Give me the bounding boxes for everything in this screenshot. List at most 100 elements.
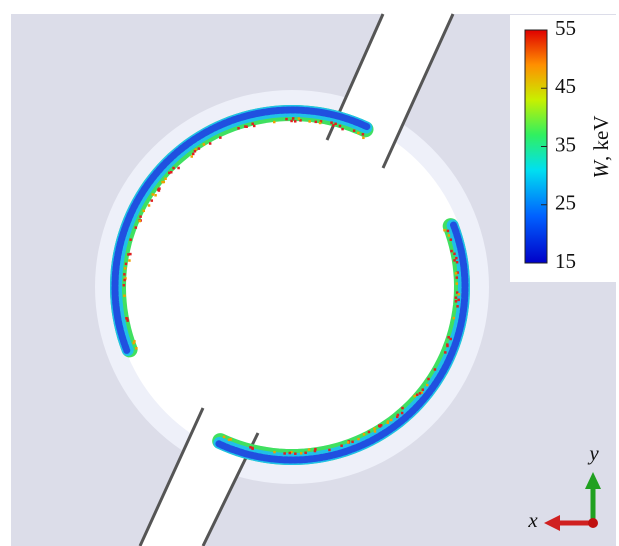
beam-dot	[208, 142, 212, 145]
y-axis-label: y	[587, 441, 599, 465]
beam-dot	[193, 150, 197, 153]
beam-dot	[357, 437, 360, 441]
beam-dot	[125, 317, 128, 320]
beam-dot	[338, 124, 342, 128]
beam-dot	[285, 117, 288, 121]
beam-dot	[373, 430, 377, 433]
beam-dot	[314, 447, 317, 451]
beam-dot	[273, 450, 276, 454]
beam-dot	[154, 194, 157, 197]
slot-edge	[381, 13, 455, 169]
beam-dot	[124, 277, 127, 280]
beam-core	[111, 106, 371, 354]
beam-dot	[340, 444, 343, 447]
beam-dot	[124, 262, 128, 266]
beam-dot	[318, 121, 322, 125]
beam-dot	[172, 166, 175, 170]
beam-dot	[169, 170, 173, 174]
beam-dot	[290, 451, 293, 454]
beam-dot	[449, 238, 453, 241]
beam-dot	[379, 424, 383, 427]
beam-dot	[455, 256, 458, 260]
beam-dot	[304, 451, 307, 455]
beam-dot	[123, 273, 126, 276]
colorbar-tick-label: 45	[555, 74, 576, 98]
slot-edge	[138, 407, 205, 546]
beam-dot	[328, 448, 331, 452]
beam-dot	[147, 204, 151, 207]
beam-dot	[122, 283, 126, 287]
beam-dot	[229, 438, 232, 441]
beam-dot	[283, 452, 286, 455]
beam-dot	[400, 411, 404, 415]
colorbar-ticks: 15 25 35 45 55	[541, 16, 576, 273]
beam-dot	[192, 152, 195, 156]
beam-dot	[307, 448, 311, 451]
beam-dot	[373, 427, 376, 430]
beam-dot	[386, 420, 390, 423]
beam-dot	[453, 259, 456, 262]
origin	[588, 518, 598, 528]
beam-dot	[452, 316, 456, 320]
beam-dot	[293, 120, 297, 123]
beam-dot	[395, 415, 399, 419]
beam-dot	[455, 291, 459, 294]
beam-dot	[252, 124, 256, 128]
beam-dot	[151, 193, 155, 196]
beam-dot	[123, 294, 126, 297]
beam-dot	[389, 418, 393, 422]
beam-dot	[222, 435, 226, 439]
x-axis-label: x	[527, 508, 538, 532]
beam-dot	[415, 393, 419, 397]
chamber	[114, 109, 470, 465]
beam-dot	[453, 252, 456, 256]
beam-dot	[139, 215, 142, 218]
beam-dot	[177, 166, 180, 170]
beam-dot	[272, 120, 276, 124]
beam-dot	[446, 343, 449, 346]
beam-dot	[357, 131, 360, 135]
beam-dot	[346, 441, 350, 444]
beam-dot	[251, 122, 254, 126]
beam-dot	[134, 226, 138, 229]
beam-dot	[133, 340, 136, 343]
beam-dot	[237, 127, 240, 130]
beam-dot	[123, 267, 127, 270]
beam-dot	[420, 391, 423, 394]
beam-dot	[308, 120, 311, 123]
beam-dot	[433, 368, 437, 371]
beam-core	[215, 221, 469, 464]
beam-dot	[454, 300, 458, 303]
beam-dot	[194, 148, 198, 151]
beam-dot	[457, 293, 461, 296]
beam-dot	[455, 282, 459, 285]
beam-dot	[334, 122, 337, 126]
beam-dot	[367, 430, 371, 434]
beam-dot	[341, 127, 344, 131]
beam-dot	[421, 388, 425, 391]
beam-dot	[190, 155, 193, 158]
beam-dot	[456, 305, 459, 308]
beam-dot	[455, 260, 459, 264]
beam-dot	[362, 136, 365, 140]
beam-dot	[362, 433, 366, 436]
beam-dot	[361, 133, 365, 136]
beam-dot	[449, 337, 452, 341]
beam-dot	[127, 253, 130, 256]
beam-dot	[446, 344, 449, 348]
colorbar-tick-label: 35	[555, 132, 576, 156]
colorbar-label: W, keV	[589, 116, 613, 179]
beam-dot	[245, 125, 248, 129]
beam-dot	[288, 451, 292, 455]
beam-dot	[142, 209, 145, 213]
colorbar-tick-label: 15	[555, 249, 576, 273]
x-arrowhead	[544, 515, 560, 531]
beam-dot	[446, 229, 450, 233]
beam-dot	[319, 120, 323, 123]
beam-dot	[330, 121, 333, 124]
beam-dot	[299, 119, 302, 122]
beam-dot	[456, 271, 459, 274]
beam-dot	[299, 452, 303, 455]
beam-dot	[126, 319, 129, 322]
